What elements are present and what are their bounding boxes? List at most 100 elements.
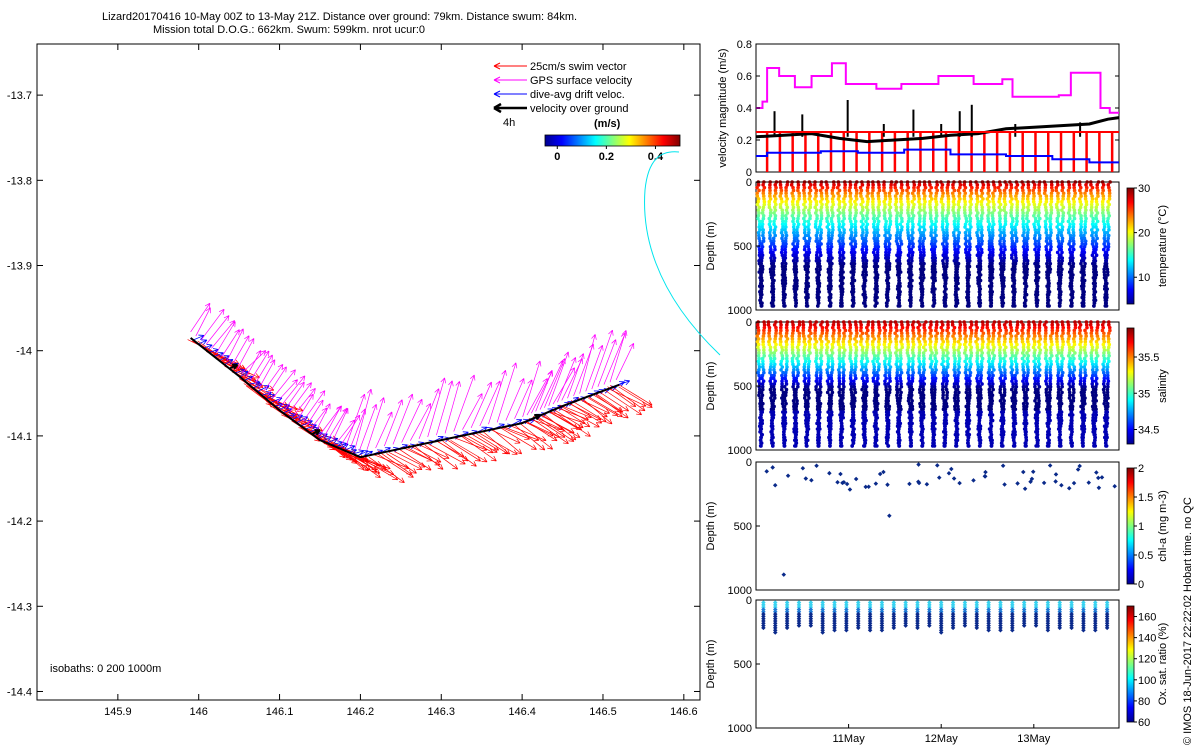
temperature-point (942, 233, 946, 238)
temperature-point (944, 304, 948, 308)
temperature-point (1071, 228, 1075, 232)
temperature-point (940, 194, 945, 198)
temperature-point (929, 233, 933, 238)
temperature-point (771, 239, 776, 243)
temperature-point (876, 194, 881, 198)
temperature-point (759, 242, 764, 246)
temperature-point (838, 211, 842, 215)
temperature-point (1033, 208, 1038, 212)
temperature-point (876, 228, 880, 232)
temperature-point (998, 194, 1003, 198)
temperature-point (838, 256, 842, 260)
temperature-point (1070, 278, 1074, 283)
temperature-point (991, 197, 995, 201)
temperature-point (830, 233, 834, 238)
temperature-point (895, 213, 899, 218)
temperature-point (817, 290, 822, 294)
temperature-point (1047, 281, 1051, 286)
temperature-point (1060, 202, 1064, 207)
temperature-point (757, 225, 761, 229)
temperature-point (953, 225, 957, 229)
temperature-point (853, 242, 858, 246)
temperature-point (816, 275, 821, 280)
gps-vector (366, 397, 385, 450)
temperature-point (909, 247, 914, 252)
temperature-point (1049, 205, 1054, 210)
temperature-point (778, 180, 782, 184)
temperature-point (946, 208, 950, 212)
temperature-point (1013, 250, 1018, 255)
temperature-point (967, 304, 971, 308)
temperature-point (807, 259, 811, 263)
temperature-point (873, 233, 877, 238)
temperature-point (918, 275, 923, 280)
temperature-point (773, 188, 778, 193)
temperature-point (899, 185, 904, 190)
temperature-point (922, 197, 927, 201)
temperature-point (963, 222, 968, 227)
temperature-point (990, 244, 995, 249)
temperature-point (848, 180, 852, 184)
temperature-point (889, 180, 894, 184)
temperature-point (977, 290, 982, 294)
temperature-point (887, 267, 892, 272)
temperature-point (783, 261, 788, 266)
temperature-point (1055, 194, 1060, 198)
temperature-point (920, 278, 925, 283)
legend-swim-head (493, 62, 501, 70)
gps-vector (293, 388, 316, 416)
temperature-point (1031, 180, 1036, 184)
temperature-point (1037, 242, 1041, 246)
legend-ground-head (493, 102, 502, 114)
temperature-point (838, 242, 842, 246)
temperature-point (966, 250, 971, 255)
temperature-point (998, 261, 1003, 266)
temperature-point (871, 199, 875, 204)
temperature-point (998, 242, 1002, 246)
temperature-point (819, 242, 823, 246)
temperature-point (824, 197, 829, 201)
temperature-point (981, 183, 986, 187)
temperature-point (1094, 199, 1099, 204)
temperature-point (1034, 298, 1039, 303)
temperature-point (928, 199, 932, 204)
temperature-point (977, 304, 982, 308)
temperature-point (853, 244, 858, 249)
temperature-point (1002, 205, 1007, 210)
temperature-point (886, 281, 891, 286)
temperature-point (968, 236, 973, 241)
temperature-point (922, 261, 926, 266)
temperature-point (987, 253, 992, 258)
temperature-point (796, 222, 801, 227)
temperature-point (1000, 287, 1005, 291)
temperature-point (930, 239, 935, 243)
temperature-point (918, 202, 922, 207)
temperature-point (1090, 199, 1094, 204)
temperature-point (921, 267, 926, 272)
temperature-point (940, 183, 945, 187)
temperature-point (827, 290, 832, 294)
temperature-point (794, 236, 799, 241)
temperature-point (830, 261, 834, 266)
temperature-point (894, 216, 899, 221)
temperature-point (979, 199, 984, 204)
temperature-point (771, 290, 776, 294)
temperature-point (956, 225, 960, 229)
temperature-point (893, 202, 898, 207)
temperature-point (863, 253, 867, 258)
temperature-point (1036, 275, 1041, 280)
temperature-point (831, 228, 835, 232)
temperature-point (802, 247, 807, 252)
temperature-point (862, 290, 867, 294)
temperature-point (807, 197, 812, 201)
temperature-point (883, 233, 887, 238)
temperature-point (933, 275, 937, 280)
temperature-point (830, 211, 835, 215)
temperature-point (1013, 247, 1017, 252)
temperature-point (871, 205, 875, 210)
gps-vector (535, 370, 553, 412)
temperature-point (956, 219, 960, 224)
temperature-point (991, 219, 995, 224)
temperature-point (768, 185, 772, 190)
temperature-point (791, 242, 795, 246)
